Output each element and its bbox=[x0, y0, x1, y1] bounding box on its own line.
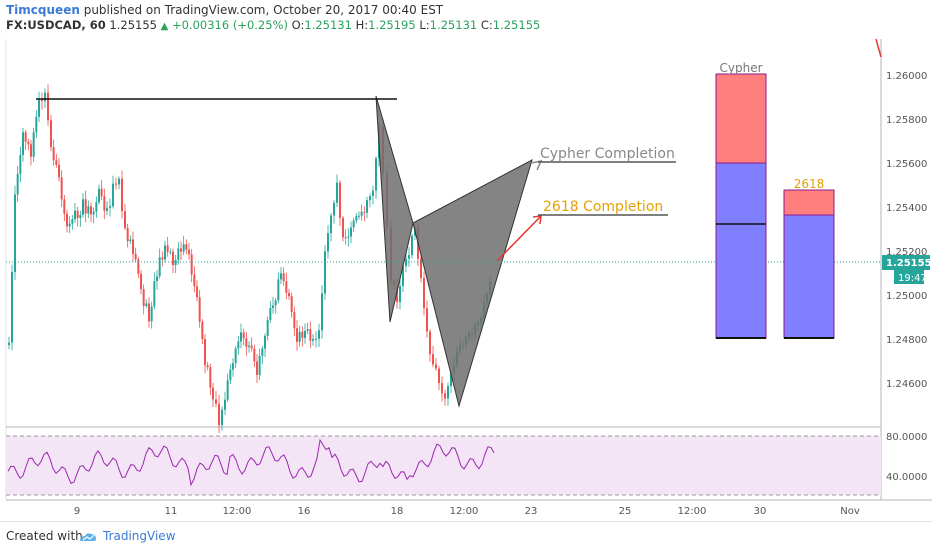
cypher-zone-box[interactable] bbox=[715, 73, 767, 339]
open-value: 1.25131 bbox=[304, 18, 352, 32]
price-tick: 1.25200 bbox=[886, 247, 927, 258]
time-tick: 12:00 bbox=[450, 506, 479, 517]
cypher-completion-label: Cypher Completion bbox=[540, 146, 675, 162]
symbol-label[interactable]: FX:USDCAD, 60 bbox=[6, 18, 106, 32]
price-tick: 1.25600 bbox=[886, 159, 927, 170]
time-tick: 11 bbox=[165, 506, 178, 517]
arrow-2618-head-icon bbox=[532, 215, 542, 225]
candlestick-series bbox=[8, 84, 491, 434]
time-tick: 12:00 bbox=[678, 506, 707, 517]
cypher-box-label: Cypher bbox=[719, 61, 762, 75]
up-arrow-icon: ▲ bbox=[160, 21, 169, 32]
price-tick: 1.25800 bbox=[886, 115, 927, 126]
time-tick: 25 bbox=[619, 506, 632, 517]
close-value: 1.25155 bbox=[492, 18, 541, 32]
countdown-badge bbox=[894, 270, 924, 284]
harmonic-bcd-triangle[interactable] bbox=[412, 159, 533, 408]
last-price: 1.25155 bbox=[109, 18, 157, 32]
change-value: +0.00316 (+0.25%) bbox=[171, 18, 288, 32]
price-tick: 1.24600 bbox=[886, 379, 927, 390]
current-price-badge-text: 1.25155 bbox=[886, 258, 932, 269]
box-2618-label: 2618 bbox=[794, 177, 825, 191]
publish-header: Timcqueen published on TradingView.com, … bbox=[6, 2, 443, 18]
high-label: H: bbox=[355, 18, 369, 32]
price-chart[interactable]: Cypher Completion 2618 Completion Cypher… bbox=[0, 0, 932, 521]
price-tick: 1.25400 bbox=[886, 203, 927, 214]
rsi-tick: 40.0000 bbox=[886, 472, 927, 483]
arrow-cypher-head-icon bbox=[530, 159, 543, 171]
open-label: O: bbox=[291, 18, 305, 32]
created-with-text: Created with bbox=[6, 529, 83, 543]
time-tick: 18 bbox=[391, 506, 404, 517]
time-tick: 30 bbox=[754, 506, 767, 517]
price-tick: 1.26000 bbox=[886, 71, 927, 82]
low-label: L: bbox=[419, 18, 430, 32]
published-text: published on TradingView.com, October 20… bbox=[83, 3, 444, 17]
arrow-2618[interactable] bbox=[496, 215, 542, 262]
author-link[interactable]: Timcqueen bbox=[6, 3, 80, 17]
footer-bar: Created with TradingView bbox=[0, 521, 932, 551]
close-label: C: bbox=[480, 18, 493, 32]
time-tick: Nov bbox=[840, 506, 860, 517]
price-tick: 1.24800 bbox=[886, 335, 927, 346]
price-axis[interactable]: 1.26000 1.25800 1.25600 1.25400 1.25200 … bbox=[882, 71, 932, 390]
time-axis[interactable]: 9 11 12:00 16 18 12:00 23 25 12:00 30 No… bbox=[74, 506, 860, 517]
ohlc-legend: FX:USDCAD, 60 1.25155 ▲ +0.00316 (+0.25%… bbox=[6, 17, 540, 35]
c2618-completion-label: 2618 Completion bbox=[543, 199, 663, 215]
time-tick: 16 bbox=[298, 506, 311, 517]
countdown-text: 19:47 bbox=[898, 273, 927, 284]
time-tick: 9 bbox=[74, 506, 80, 517]
rsi-band bbox=[6, 436, 881, 495]
low-value: 1.25131 bbox=[429, 18, 478, 32]
high-value: 1.25195 bbox=[368, 18, 416, 32]
tradingview-link[interactable]: TradingView bbox=[103, 529, 176, 543]
zone-2618-box[interactable] bbox=[783, 189, 835, 339]
rsi-tick: 80.0000 bbox=[886, 432, 927, 443]
tradingview-cloud-icon bbox=[80, 533, 96, 541]
current-price-badge bbox=[882, 255, 930, 270]
time-tick: 12:00 bbox=[223, 506, 252, 517]
time-tick: 23 bbox=[525, 506, 538, 517]
harmonic-xab-triangle[interactable] bbox=[375, 95, 414, 323]
price-tick: 1.25000 bbox=[886, 291, 927, 302]
drawing-fragment bbox=[875, 38, 882, 58]
rsi-line bbox=[7, 438, 495, 487]
